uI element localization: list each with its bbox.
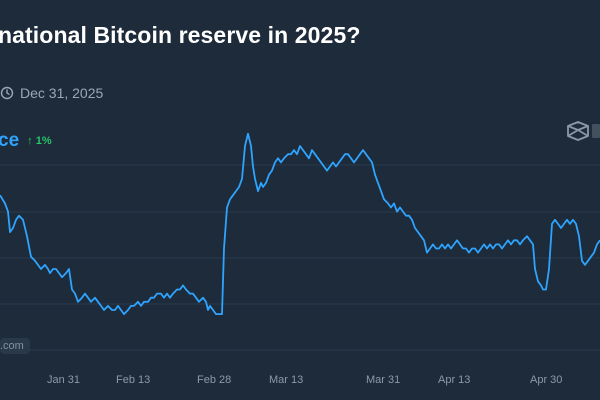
price-header: ce ↑ 1% [0, 130, 52, 152]
clock-icon [0, 86, 14, 100]
price-label: ce [0, 130, 20, 151]
x-tick-label: Feb 28 [197, 374, 232, 386]
x-tick-label: Apr 13 [438, 374, 471, 386]
close-date: Dec 31, 2025 [20, 85, 104, 101]
logo-fragment-icon [592, 124, 600, 138]
close-date-row: Dec 31, 2025 [0, 84, 103, 102]
price-change-badge: ↑ 1% [27, 135, 52, 147]
scale-icon[interactable] [566, 120, 590, 142]
x-tick-label: Apr 30 [530, 374, 563, 386]
market-question-title: national Bitcoin reserve in 2025? [0, 22, 361, 48]
x-tick-label: Mar 31 [366, 374, 401, 386]
price-series-line [0, 132, 600, 315]
x-tick-label: Mar 13 [269, 374, 304, 386]
x-tick-label: Jan 31 [47, 374, 81, 386]
x-tick-label: Feb 13 [116, 374, 151, 386]
watermark: .com [0, 338, 30, 354]
